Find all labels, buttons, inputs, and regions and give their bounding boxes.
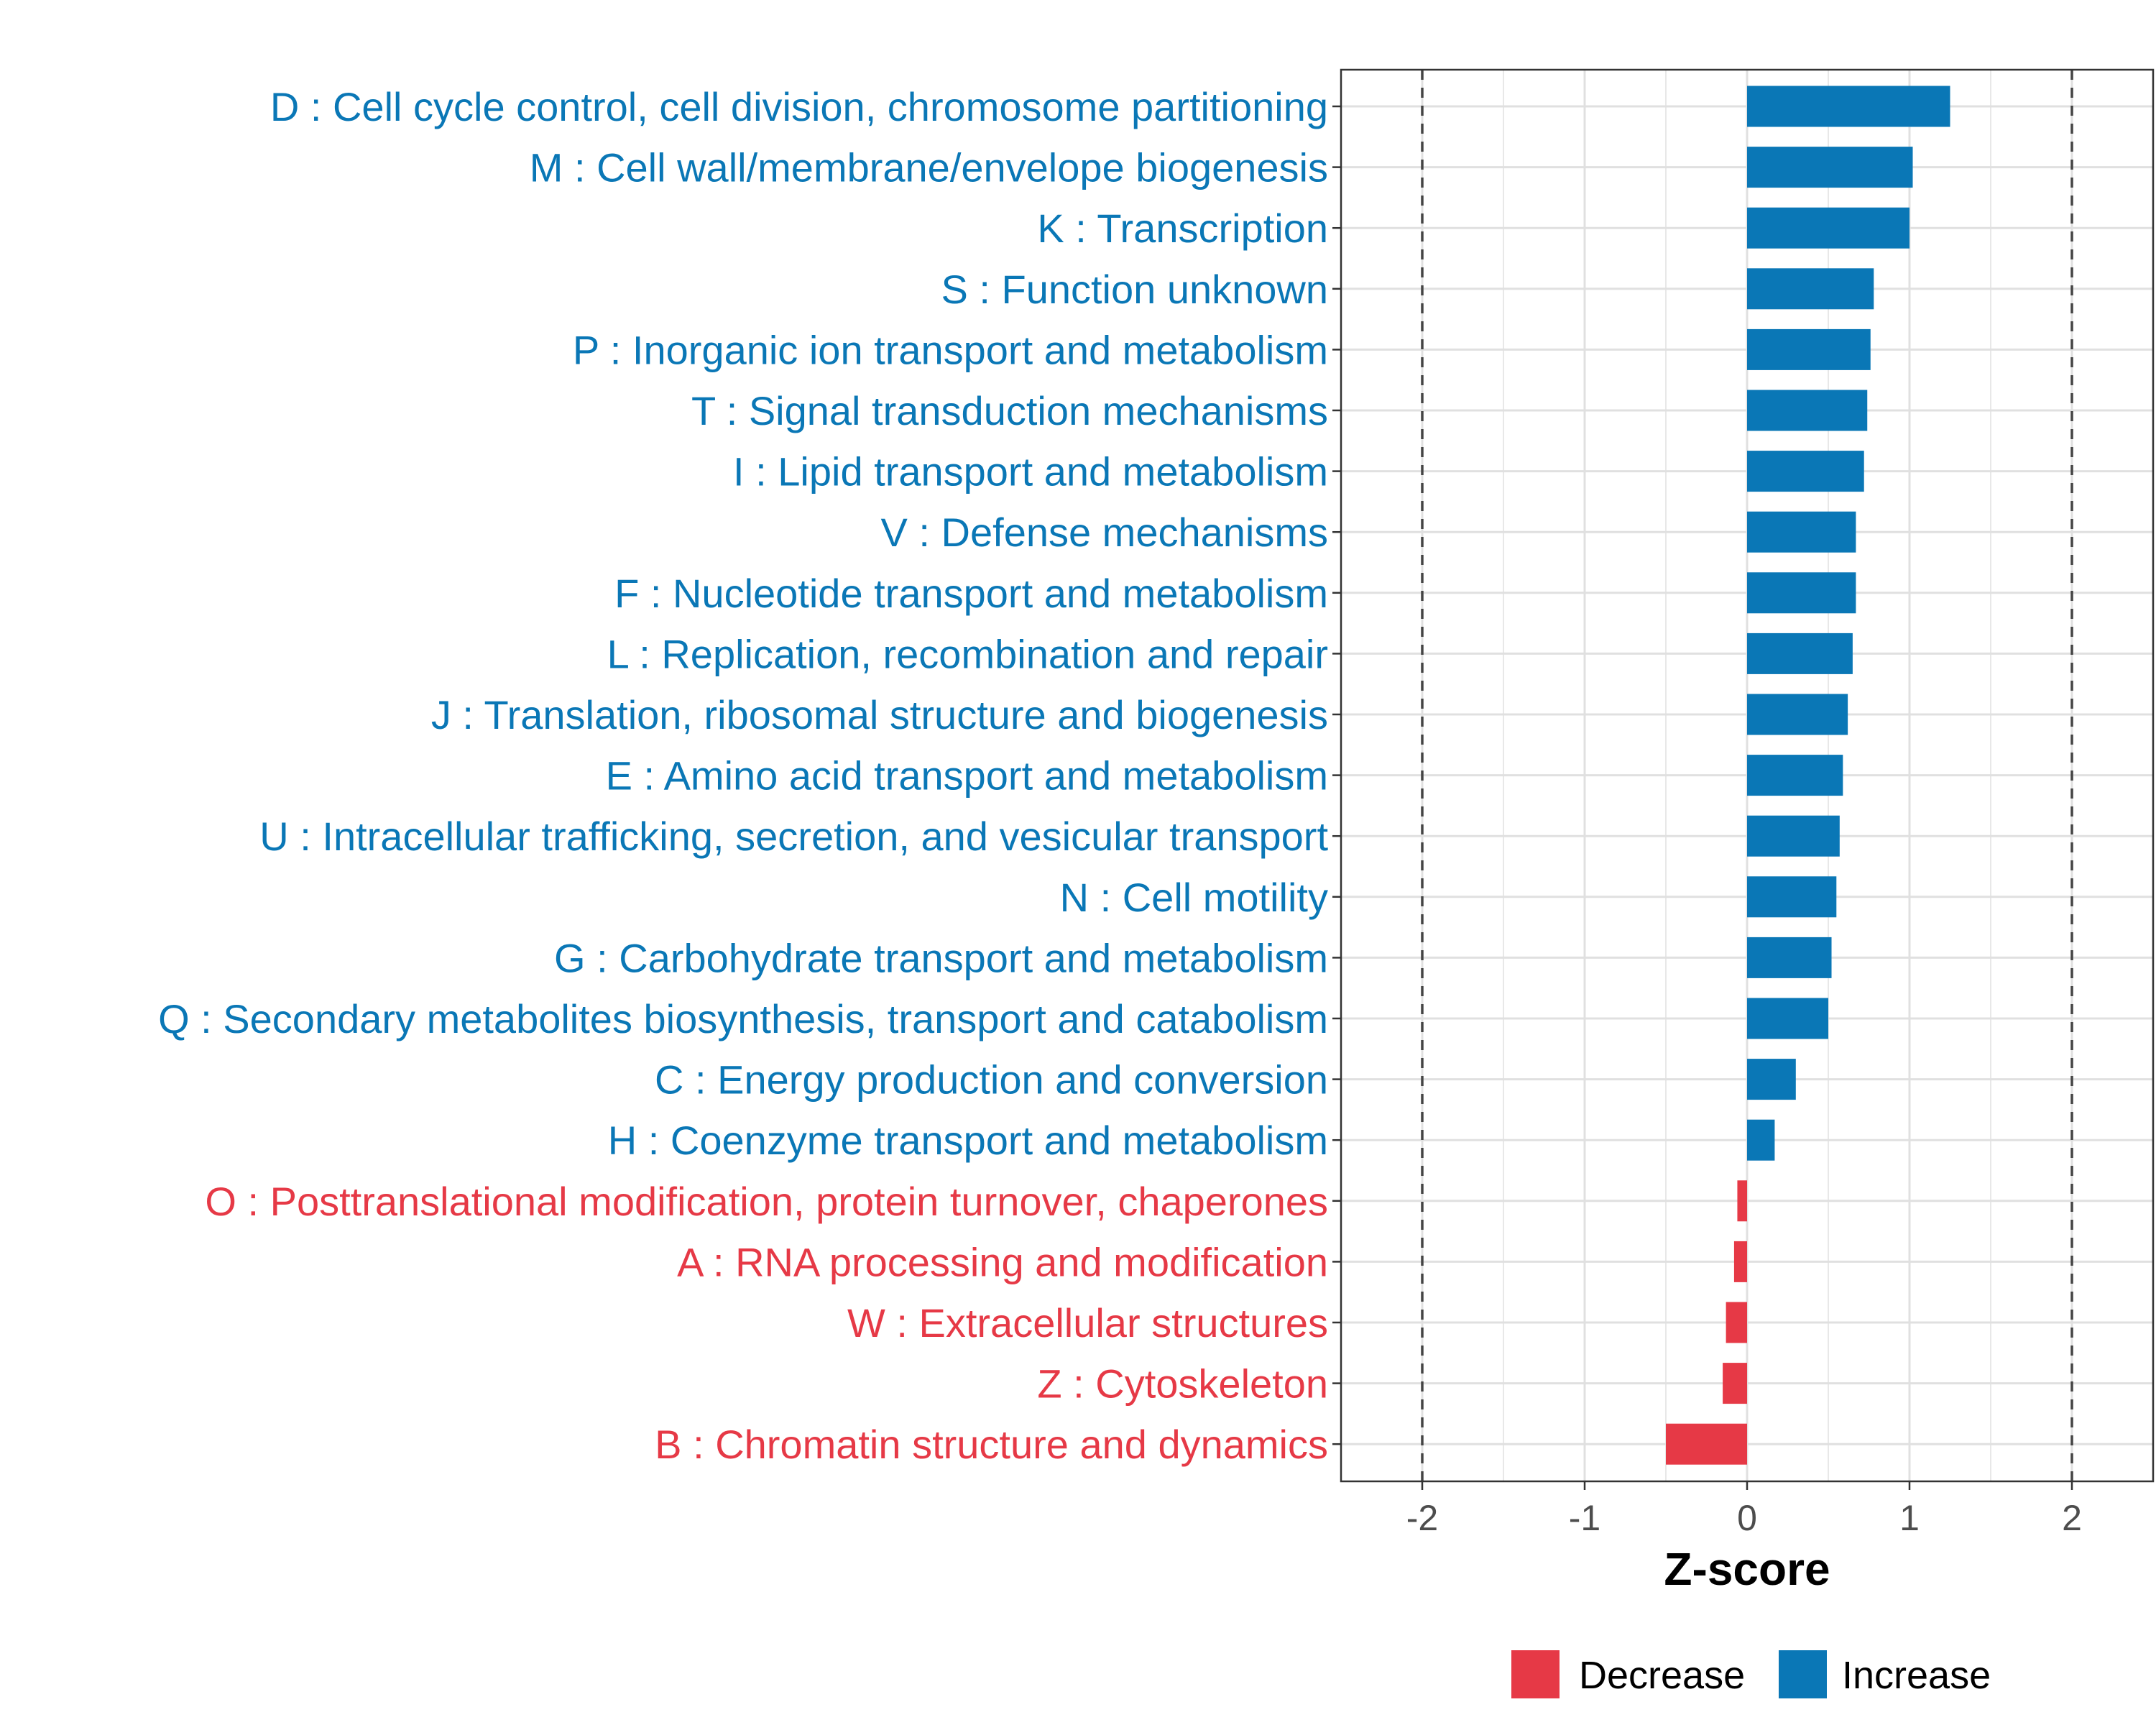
bar xyxy=(1726,1302,1747,1343)
bar xyxy=(1747,694,1848,735)
bar xyxy=(1747,998,1828,1039)
category-label: Q : Secondary metabolites biosynthesis, … xyxy=(158,996,1328,1041)
bar xyxy=(1723,1363,1747,1404)
bar xyxy=(1747,1119,1775,1161)
category-label: Z : Cytoskeleton xyxy=(1037,1361,1328,1407)
bar xyxy=(1747,268,1874,310)
bar xyxy=(1747,147,1913,188)
category-label: C : Energy production and conversion xyxy=(655,1057,1328,1103)
x-tick-label: -1 xyxy=(1569,1498,1600,1538)
category-label: W : Extracellular structures xyxy=(847,1300,1328,1346)
x-tick-label: 0 xyxy=(1737,1498,1757,1538)
category-label: L : Replication, recombination and repai… xyxy=(607,631,1328,676)
bar xyxy=(1666,1423,1747,1465)
reference-lines xyxy=(1421,70,2073,1481)
x-axis-title: Z-score xyxy=(1664,1543,1830,1595)
category-label: P : Inorganic ion transport and metaboli… xyxy=(573,327,1328,372)
category-label: U : Intracellular trafficking, secretion… xyxy=(259,814,1328,859)
bar xyxy=(1747,511,1856,553)
bar xyxy=(1747,1059,1796,1100)
legend: Decrease Increase xyxy=(1511,1650,1991,1698)
bar xyxy=(1747,86,1950,127)
category-label: H : Coenzyme transport and metabolism xyxy=(608,1118,1328,1163)
category-label: F : Nucleotide transport and metabolism xyxy=(614,571,1328,616)
category-label: O : Posttranslational modification, prot… xyxy=(205,1179,1328,1224)
bar xyxy=(1737,1180,1747,1222)
bar xyxy=(1747,390,1868,431)
category-label: V : Defense mechanisms xyxy=(881,510,1328,555)
category-label: D : Cell cycle control, cell division, c… xyxy=(270,84,1328,129)
bar xyxy=(1747,632,1853,674)
bar xyxy=(1747,876,1837,918)
category-label: N : Cell motility xyxy=(1060,875,1328,920)
category-label: G : Carbohydrate transport and metabolis… xyxy=(554,935,1328,980)
legend-swatch xyxy=(1779,1650,1827,1698)
bar xyxy=(1747,755,1843,796)
category-label: T : Signal transduction mechanisms xyxy=(691,388,1328,433)
category-label: A : RNA processing and modification xyxy=(677,1239,1328,1284)
y-axis-ticks xyxy=(1332,105,1341,1445)
bar-layer xyxy=(1666,86,1950,1465)
category-labels: D : Cell cycle control, cell division, c… xyxy=(158,84,1328,1467)
category-label: K : Transcription xyxy=(1037,206,1328,251)
bar xyxy=(1747,328,1871,370)
category-label: B : Chromatin structure and dynamics xyxy=(655,1422,1328,1467)
bar xyxy=(1733,1241,1747,1282)
legend-swatch xyxy=(1511,1650,1560,1698)
x-tick-label: -2 xyxy=(1406,1498,1438,1538)
category-label: E : Amino acid transport and metabolism xyxy=(606,753,1328,799)
bar xyxy=(1747,815,1840,857)
bar xyxy=(1747,937,1832,978)
category-label: M : Cell wall/membrane/envelope biogenes… xyxy=(530,145,1328,190)
bar xyxy=(1747,451,1864,492)
legend-label: Increase xyxy=(1842,1654,1991,1697)
category-label: J : Translation, ribosomal structure and… xyxy=(431,692,1328,737)
bar xyxy=(1747,207,1909,249)
x-axis-ticks: -2 -1 0 1 2 xyxy=(1406,1481,2082,1538)
x-tick-label: 2 xyxy=(2062,1498,2082,1538)
x-tick-label: 1 xyxy=(1899,1498,1920,1538)
category-label: S : Function unknown xyxy=(941,267,1328,312)
legend-label: Decrease xyxy=(1579,1654,1745,1697)
bar xyxy=(1747,572,1856,614)
category-label: I : Lipid transport and metabolism xyxy=(733,449,1328,494)
